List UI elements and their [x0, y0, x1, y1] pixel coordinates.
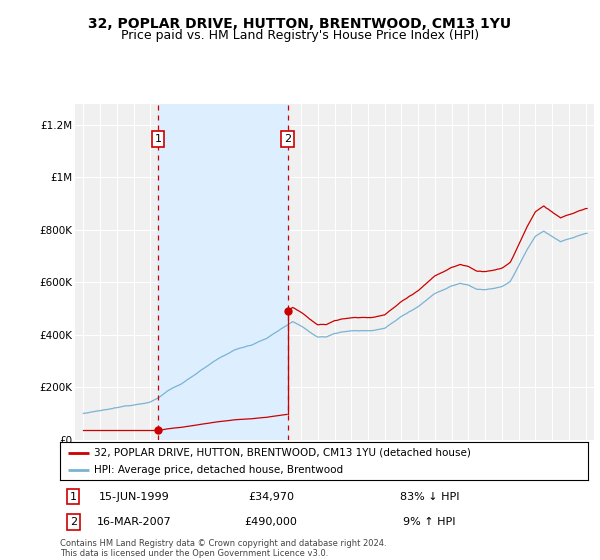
Text: 1: 1 — [70, 492, 77, 502]
Text: Contains HM Land Registry data © Crown copyright and database right 2024.
This d: Contains HM Land Registry data © Crown c… — [60, 539, 386, 558]
Text: £34,970: £34,970 — [248, 492, 294, 502]
Text: Price paid vs. HM Land Registry's House Price Index (HPI): Price paid vs. HM Land Registry's House … — [121, 29, 479, 42]
Text: 1: 1 — [155, 134, 161, 144]
Text: HPI: Average price, detached house, Brentwood: HPI: Average price, detached house, Bren… — [94, 465, 343, 475]
Text: 83% ↓ HPI: 83% ↓ HPI — [400, 492, 460, 502]
Text: 15-JUN-1999: 15-JUN-1999 — [98, 492, 169, 502]
Text: 2: 2 — [284, 134, 292, 144]
Bar — [158, 104, 288, 440]
Text: 2: 2 — [70, 517, 77, 527]
Text: 32, POPLAR DRIVE, HUTTON, BRENTWOOD, CM13 1YU: 32, POPLAR DRIVE, HUTTON, BRENTWOOD, CM1… — [88, 17, 512, 31]
Text: 9% ↑ HPI: 9% ↑ HPI — [403, 517, 456, 527]
Text: 32, POPLAR DRIVE, HUTTON, BRENTWOOD, CM13 1YU (detached house): 32, POPLAR DRIVE, HUTTON, BRENTWOOD, CM1… — [94, 447, 471, 458]
Text: 16-MAR-2007: 16-MAR-2007 — [97, 517, 171, 527]
Text: £490,000: £490,000 — [245, 517, 298, 527]
